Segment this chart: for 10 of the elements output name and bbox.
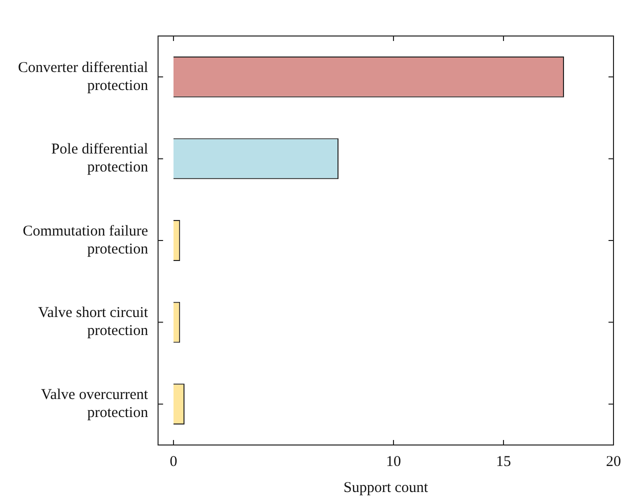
x-tick-label: 20 xyxy=(606,454,621,470)
y-tick-label: Valve short circuit protection xyxy=(38,305,149,340)
y-tick-label: Converter differential protection xyxy=(18,60,149,94)
x-tick-label: 10 xyxy=(386,454,401,470)
x-axis-title: Support count xyxy=(343,480,429,496)
y-tick-label: Valve overcurrent protection xyxy=(41,387,149,422)
y-tick-label: Commutation failure protection xyxy=(22,223,149,258)
y-tick-label: Pole differential protection xyxy=(51,142,149,176)
x-tick-label: 0 xyxy=(170,454,178,470)
x-tick-label: 15 xyxy=(496,454,511,470)
